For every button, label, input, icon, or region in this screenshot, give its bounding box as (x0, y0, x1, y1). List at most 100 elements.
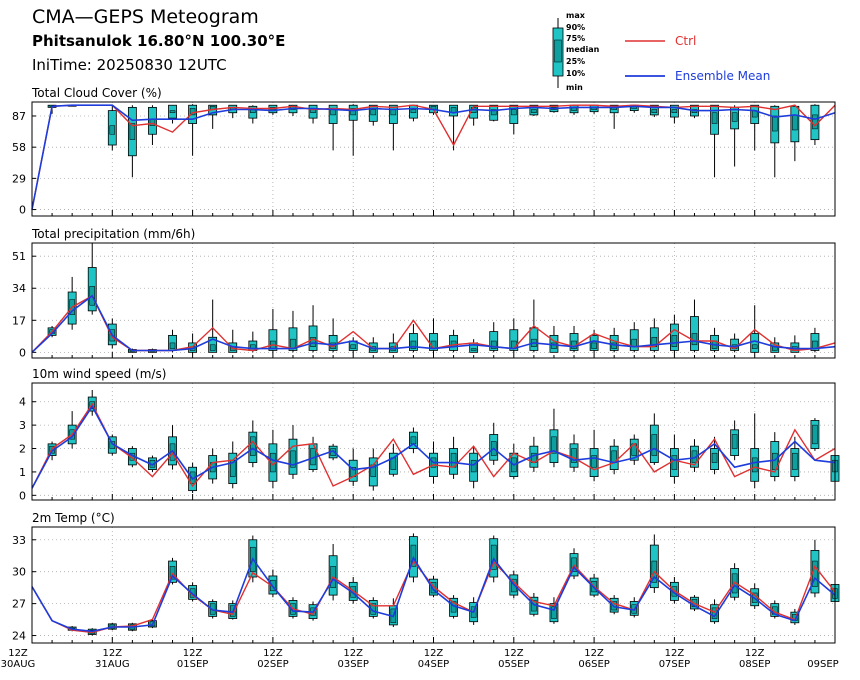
y-tick-label: 2 (19, 443, 26, 456)
y-tick-label: 30 (12, 566, 26, 579)
box-inner (551, 436, 557, 454)
legend-box-label: 75% (566, 34, 585, 43)
legend-box-label: 90% (566, 23, 585, 32)
box-inner (310, 337, 316, 347)
box-inner (470, 348, 477, 351)
box-inner (490, 340, 497, 349)
box-inner (792, 452, 798, 470)
x-tick-label-hour: 12Z (8, 648, 28, 659)
legend-box-inner (554, 39, 562, 63)
x-tick-label-hour: 12Z (263, 648, 283, 659)
x-tick-label-hour: 12Z (343, 648, 363, 659)
x-tick-label-date: 09SEP (807, 659, 838, 670)
panel-frame (31, 242, 836, 359)
legend-box-label: 10% (566, 69, 585, 78)
box-outer (509, 329, 519, 351)
x-tick-label-hour: 12Z (103, 648, 123, 659)
box-inner (571, 448, 577, 463)
box-inner (792, 114, 798, 131)
box-inner (390, 109, 397, 116)
box-inner (511, 109, 517, 116)
x-tick-label-date: 04SEP (418, 659, 449, 670)
y-tick-label: 58 (12, 141, 26, 154)
box-inner (250, 436, 256, 456)
y-tick-label: 0 (19, 204, 26, 217)
x-tick-label-date: 05SEP (498, 659, 529, 670)
box-inner (591, 342, 597, 349)
box-inner (370, 109, 377, 116)
box-inner (691, 333, 698, 346)
x-tick-label-date: 30AUG (1, 659, 36, 670)
box-inner (531, 109, 537, 114)
legend-box-label: 25% (566, 57, 585, 66)
panel-title: Total Cloud Cover (%) (31, 86, 162, 100)
box-inner (410, 109, 417, 114)
x-tick-label-hour: 12Z (183, 648, 203, 659)
y-tick-label: 3 (19, 419, 26, 432)
page-title: CMA—GEPS Meteogram (32, 6, 259, 28)
box-inner (350, 344, 356, 349)
box-inner (671, 109, 678, 114)
x-tick-label-hour: 12Z (504, 648, 524, 659)
y-tick-label: 34 (12, 282, 26, 295)
box-inner (209, 344, 216, 351)
box-inner (551, 606, 557, 619)
box-inner (169, 110, 176, 114)
box-inner (169, 566, 176, 580)
x-tick-label-date: 31AUG (95, 659, 130, 670)
box-outer (268, 329, 278, 351)
y-tick-label: 51 (12, 250, 26, 263)
box-inner (410, 436, 417, 445)
box-inner (290, 450, 296, 468)
ensemble-mean-line (31, 104, 836, 210)
panel-title: 2m Temp (°C) (32, 511, 115, 525)
x-tick-label-date: 07SEP (659, 659, 690, 670)
x-tick-label-date: 06SEP (578, 659, 609, 670)
box-inner (731, 434, 738, 449)
init-time-label: IniTime: 20250830 12UTC (32, 56, 227, 74)
box-inner (772, 115, 778, 132)
box-inner (651, 109, 658, 114)
y-tick-label: 29 (12, 172, 26, 185)
box-inner (169, 342, 176, 349)
box-inner (751, 344, 758, 349)
y-tick-label: 33 (12, 534, 26, 547)
box-inner (189, 108, 196, 116)
box-inner (410, 544, 417, 567)
ensemble-mean-line (31, 404, 836, 489)
box-inner (671, 455, 678, 470)
ensemble-mean-line (31, 556, 836, 633)
panel-frame (31, 101, 836, 217)
box-inner (430, 582, 437, 594)
y-tick-label: 1 (19, 466, 26, 479)
location-label: Phitsanulok 16.80°N 100.30°E (32, 32, 286, 50)
box-inner (812, 114, 818, 130)
panel-title: Total precipitation (mm/6h) (31, 227, 195, 241)
box-inner (129, 123, 136, 140)
box-inner (390, 457, 397, 470)
box-inner (731, 112, 738, 122)
box-inner (490, 544, 497, 570)
y-tick-label: 27 (12, 598, 26, 611)
ctrl-line (31, 402, 836, 489)
box-inner (651, 434, 658, 456)
x-tick-label-date: 08SEP (739, 659, 770, 670)
x-tick-label-date: 01SEP (177, 659, 208, 670)
box-inner (410, 340, 417, 349)
box-inner (490, 109, 497, 116)
legend-ctrl-label: Ctrl (675, 34, 696, 48)
y-tick-label: 17 (12, 314, 26, 327)
x-tick-label-hour: 12Z (584, 648, 604, 659)
box-inner (751, 457, 758, 473)
legend-box-label: median (566, 45, 600, 54)
legend-box-label: min (566, 83, 583, 92)
x-tick-label-hour: 12Z (424, 648, 444, 659)
box-inner (109, 125, 116, 135)
x-tick-label-hour: 12Z (745, 648, 765, 659)
ensemble-mean-line (31, 294, 836, 353)
x-tick-label-date: 02SEP (257, 659, 288, 670)
box-inner (591, 455, 597, 468)
y-tick-label: 4 (19, 396, 26, 409)
box-inner (470, 459, 477, 473)
y-tick-label: 24 (12, 630, 26, 643)
